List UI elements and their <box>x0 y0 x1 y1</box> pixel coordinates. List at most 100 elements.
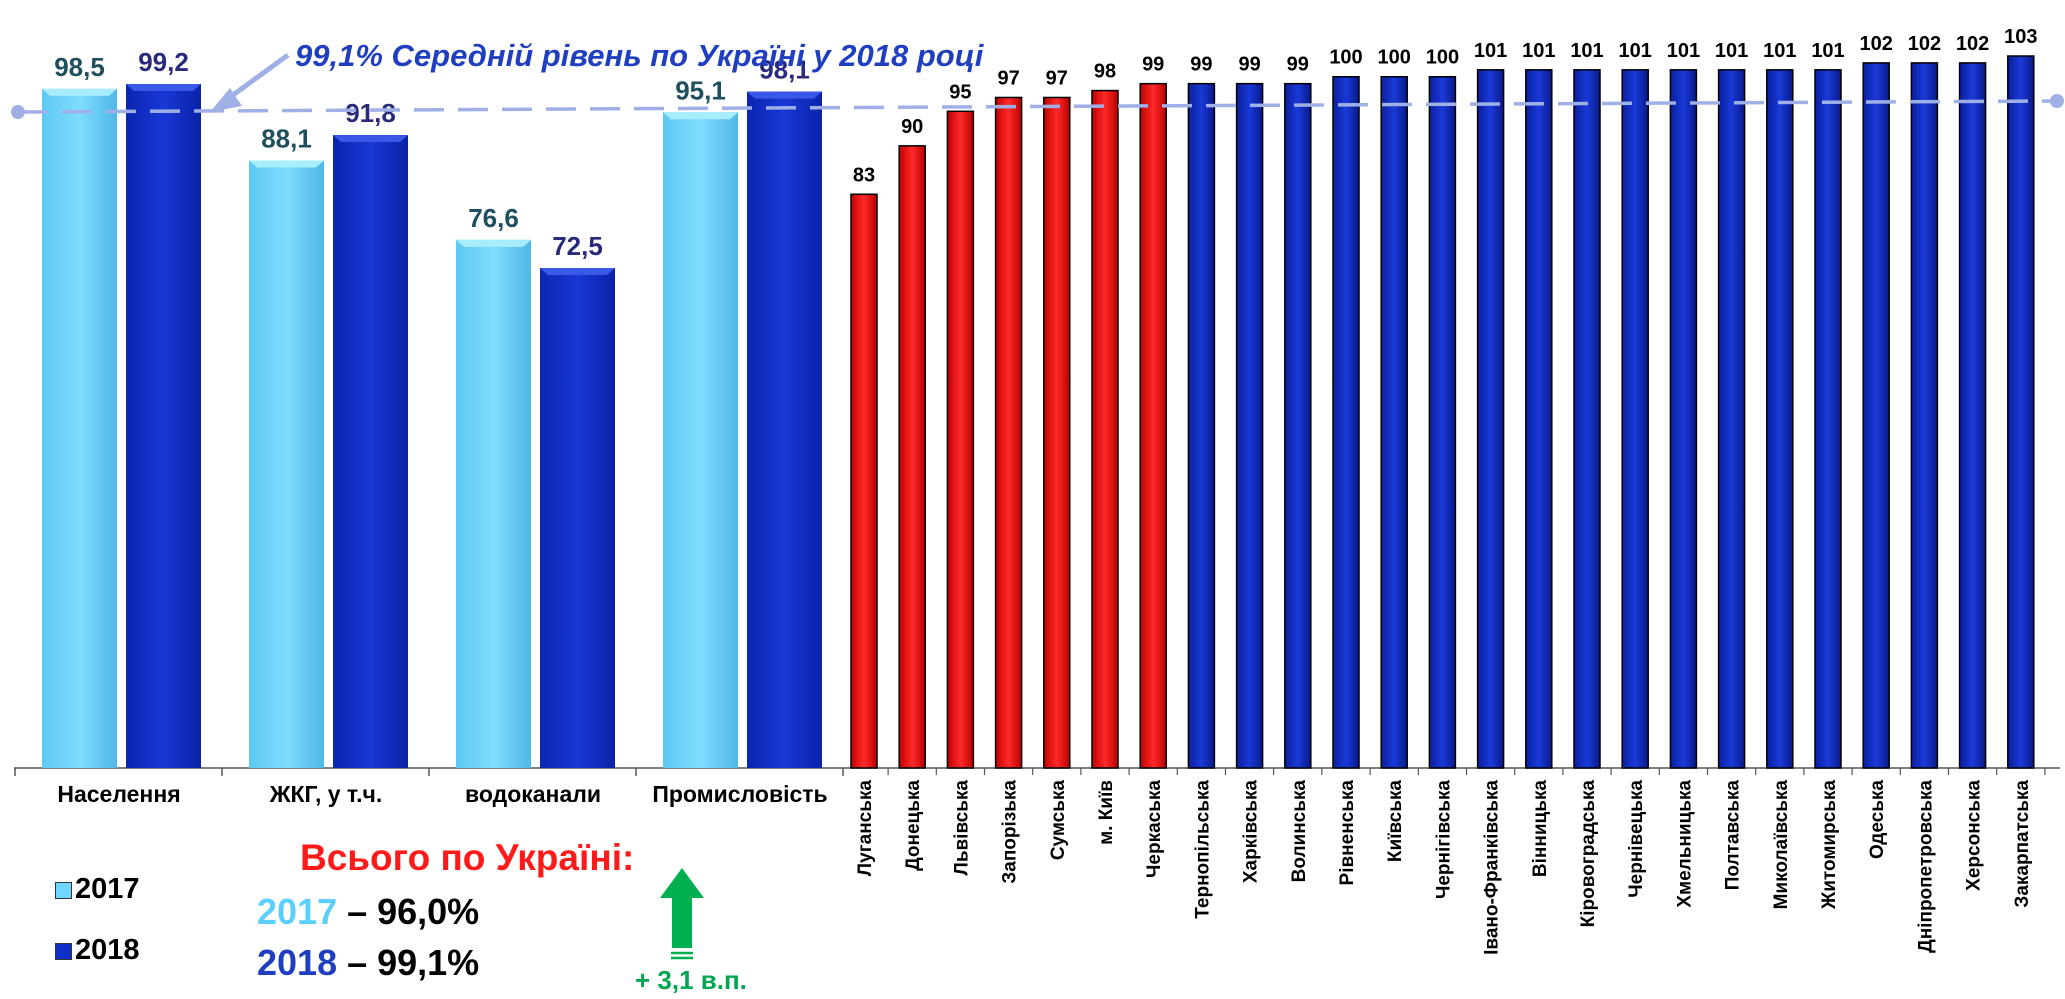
bar-cap <box>126 84 201 91</box>
category-label: Кіровоградська <box>1578 780 1599 928</box>
data-label: 100 <box>1426 47 1459 69</box>
bar-2017 <box>456 239 531 769</box>
legend-swatch-2018 <box>55 942 72 960</box>
average-annotation: 99,1% Середній рівень по Україні у 2018 … <box>295 38 984 73</box>
bar-cap <box>540 268 615 276</box>
region-bar <box>1958 62 1987 769</box>
data-label: 101 <box>1667 40 1700 62</box>
region-bar <box>1717 69 1746 769</box>
data-label: 102 <box>1956 33 1989 55</box>
data-label: 101 <box>1474 40 1507 62</box>
category-label: Житомирська <box>1819 780 1840 910</box>
data-label: 98,5 <box>54 52 105 82</box>
bar-cap <box>333 135 408 143</box>
total-value-2017: – 96,0% <box>337 891 480 932</box>
category-label: Херсонська <box>1964 780 1985 891</box>
average-line <box>17 99 2057 114</box>
data-label: 91,8 <box>345 98 396 128</box>
data-label: 102 <box>1908 33 1941 55</box>
data-label: 95 <box>949 81 971 103</box>
data-label: 101 <box>1522 40 1555 62</box>
data-label: 100 <box>1378 47 1411 69</box>
region-bar <box>898 145 926 769</box>
bar-2018 <box>747 91 822 769</box>
bar-cap <box>663 112 738 120</box>
region-bar <box>1091 89 1119 769</box>
data-label: 95,1 <box>675 75 726 105</box>
data-label: 72,5 <box>552 231 603 261</box>
region-bar <box>1814 69 1842 769</box>
data-label: 99 <box>1238 54 1260 76</box>
legend-swatch-2017 <box>55 881 72 899</box>
total-title: Всього по Україні: <box>300 837 635 878</box>
data-label: 90 <box>901 116 923 138</box>
region-bar <box>1910 62 1939 769</box>
bar-2018 <box>333 135 408 769</box>
total-value-2018: – 99,1% <box>337 942 480 983</box>
region-bar <box>946 110 975 769</box>
category-label: Вінницька <box>1530 780 1551 878</box>
region-bar <box>1476 69 1505 769</box>
total-line-2018: 2018 – 99,1% <box>257 942 479 984</box>
data-label: 101 <box>1811 40 1844 62</box>
bar-cap <box>249 160 324 168</box>
bar-2017 <box>663 112 738 769</box>
category-label: водоканали <box>465 781 601 807</box>
total-delta: + 3,1 в.п. <box>635 965 747 995</box>
region-bar <box>1621 69 1649 769</box>
region-bar <box>1862 62 1890 769</box>
average-line-end-dot <box>2050 94 2064 108</box>
bar-2018 <box>540 268 615 768</box>
category-label: Чернігівська <box>1433 780 1454 899</box>
bar-2018 <box>126 84 201 768</box>
data-label: 99 <box>1287 54 1309 76</box>
data-label: 101 <box>1763 40 1796 62</box>
region-bar <box>1380 75 1408 769</box>
category-label: Запорізька <box>1000 780 1021 884</box>
region-bar <box>1187 82 1216 769</box>
category-label: Харківська <box>1241 780 1262 884</box>
legend-item-2018: 2018 <box>55 934 140 967</box>
category-label: Полтавська <box>1723 780 1744 891</box>
category-label: Населення <box>57 781 180 807</box>
category-label: Львівська <box>951 780 972 876</box>
total-year-2017: 2017 <box>257 891 338 932</box>
data-label: 76,6 <box>468 203 519 233</box>
region-bar <box>1043 96 1071 769</box>
data-label: 103 <box>2004 26 2037 48</box>
data-label: 101 <box>1570 40 1603 62</box>
bar-2017 <box>249 160 324 769</box>
data-label: 99 <box>1190 54 1212 76</box>
category-label: Донецька <box>903 780 924 871</box>
data-label: 100 <box>1329 47 1362 69</box>
average-reference <box>11 52 2064 960</box>
data-label: 99 <box>1142 54 1164 76</box>
region-bar <box>2007 55 2035 769</box>
category-label: Луганська <box>855 780 876 877</box>
total-line-2017: 2017 – 96,0% <box>257 891 479 933</box>
category-label: Тернопільська <box>1192 780 1213 919</box>
region-bar <box>1573 69 1601 769</box>
region-bar <box>1669 69 1698 769</box>
pointer-arrow-head <box>210 88 242 112</box>
data-label: 98 <box>1094 61 1116 83</box>
region-bar <box>1766 69 1794 769</box>
region-bar <box>1139 82 1167 769</box>
arrow-up-shape <box>660 868 704 948</box>
legend-label-2018: 2018 <box>75 934 140 966</box>
data-label: 101 <box>1715 40 1748 62</box>
region-bar <box>1284 82 1312 769</box>
regions-chart: 83 Луганська 90 Донецька 95 Львівська 97 Запорі… <box>850 26 2060 955</box>
average-line-start-dot <box>11 105 25 119</box>
category-label: Івано-Франківська <box>1482 780 1503 955</box>
total-year-2018: 2018 <box>257 942 338 983</box>
region-bar <box>994 96 1023 769</box>
region-bar <box>850 193 878 769</box>
legend-item-2017: 2017 <box>55 873 140 906</box>
data-label: 101 <box>1619 40 1652 62</box>
category-label: Промисловість <box>652 781 827 807</box>
arrow-up-icon <box>660 868 704 960</box>
bar-2017 <box>42 88 117 769</box>
data-label: 83 <box>853 164 875 186</box>
